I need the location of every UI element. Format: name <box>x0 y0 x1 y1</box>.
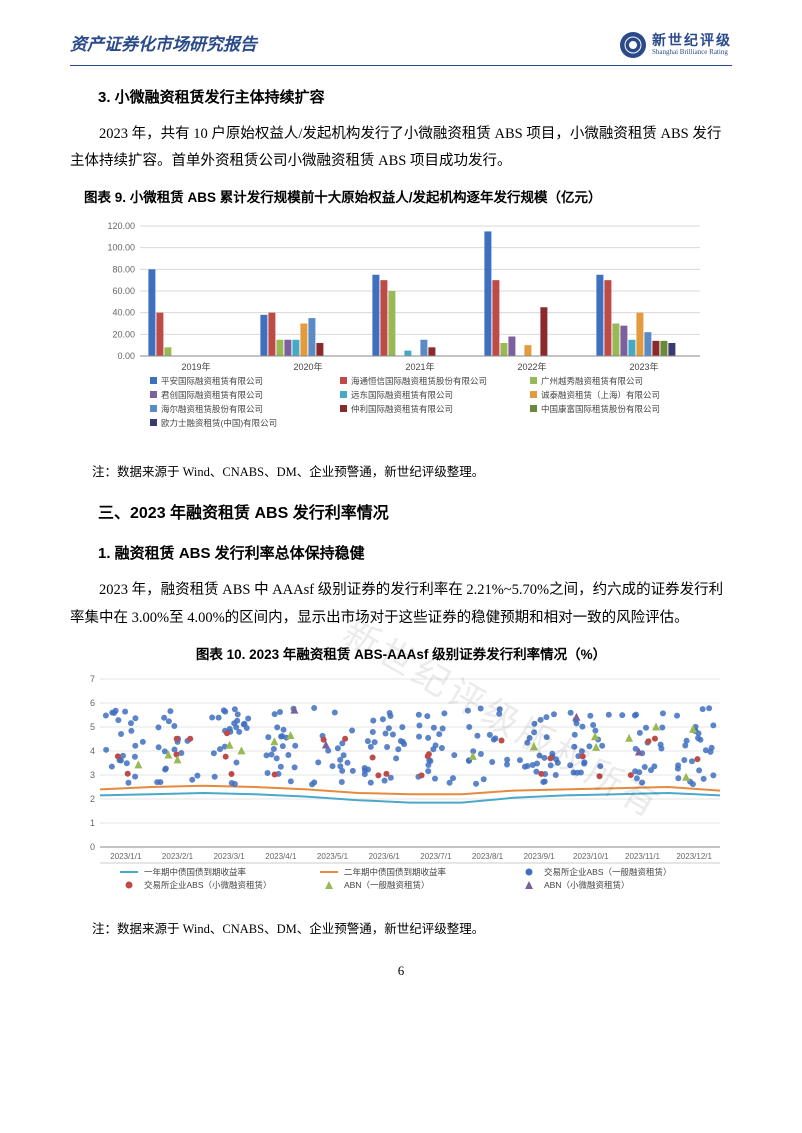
svg-text:广州越秀融资租赁有限公司: 广州越秀融资租赁有限公司 <box>541 376 643 386</box>
svg-text:5: 5 <box>90 722 95 732</box>
chart10-note: 注：数据来源于 Wind、CNABS、DM、企业预警通，新世纪评级整理。 <box>92 918 732 941</box>
svg-text:120.00: 120.00 <box>107 221 135 231</box>
svg-text:2023/2/1: 2023/2/1 <box>162 852 194 861</box>
svg-text:60.00: 60.00 <box>112 286 135 296</box>
svg-text:君创国际融资租赁有限公司: 君创国际融资租赁有限公司 <box>161 390 263 400</box>
header-title: 资产证券化市场研究报告 <box>70 30 257 61</box>
svg-text:2020年: 2020年 <box>293 361 322 372</box>
svg-text:2023/3/1: 2023/3/1 <box>214 852 246 861</box>
svg-text:2022年: 2022年 <box>517 361 546 372</box>
subsection-3-para: 2023 年，共有 10 户原始权益人/发起机构发行了小微融资租赁 ABS 项目… <box>70 121 732 176</box>
svg-text:中国康富国际租赁股份有限公司: 中国康富国际租赁股份有限公司 <box>541 404 660 414</box>
subsection-3-1-heading: 1. 融资租赁 ABS 发行利率总体保持稳健 <box>98 540 732 567</box>
svg-text:2023/1/1: 2023/1/1 <box>110 852 142 861</box>
svg-text:交易所企业ABS（小微融资租赁）: 交易所企业ABS（小微融资租赁） <box>144 880 272 890</box>
svg-text:2023/6/1: 2023/6/1 <box>369 852 401 861</box>
page-header: 资产证券化市场研究报告 新世纪评级 Shanghai Brilliance Ra… <box>70 30 732 66</box>
section-3-main-heading: 三、2023 年融资租赁 ABS 发行利率情况 <box>98 500 732 529</box>
svg-text:6: 6 <box>90 698 95 708</box>
svg-text:2023/8/1: 2023/8/1 <box>472 852 504 861</box>
svg-text:一年期中债国债到期收益率: 一年期中债国债到期收益率 <box>144 867 247 877</box>
svg-text:1: 1 <box>90 818 95 828</box>
svg-text:0.00: 0.00 <box>117 351 135 361</box>
svg-text:2023/12/1: 2023/12/1 <box>676 852 712 861</box>
svg-text:海通恒信国际融资租赁股份有限公司: 海通恒信国际融资租赁股份有限公司 <box>351 376 487 386</box>
svg-text:2023/4/1: 2023/4/1 <box>265 852 297 861</box>
svg-text:海尔融资租赁股份有限公司: 海尔融资租赁股份有限公司 <box>161 404 263 414</box>
chart9-container: 0.00 20.00 40.00 60.00 80.00 100.00 120.00 2019… <box>70 216 732 455</box>
svg-text:2021年: 2021年 <box>405 361 434 372</box>
subsection-3-heading: 3. 小微融资租赁发行主体持续扩容 <box>98 84 732 111</box>
svg-text:ABN（小微融资租赁）: ABN（小微融资租赁） <box>544 880 629 890</box>
chart10-svg: 0 1 2 3 4 5 6 7 2023/1/1 2023/2/1 2023/3/1 2023/4/1… <box>70 673 730 903</box>
svg-text:2023/7/1: 2023/7/1 <box>420 852 452 861</box>
brand-name-en: Shanghai Brilliance Rating <box>652 49 732 57</box>
svg-text:2019年: 2019年 <box>181 361 210 372</box>
svg-text:2023/9/1: 2023/9/1 <box>524 852 556 861</box>
svg-text:二年期中债国债到期收益率: 二年期中债国债到期收益率 <box>344 867 447 877</box>
svg-text:交易所企业ABS（一般融资租赁）: 交易所企业ABS（一般融资租赁） <box>544 867 672 877</box>
svg-text:20.00: 20.00 <box>112 329 135 339</box>
svg-text:2023/5/1: 2023/5/1 <box>317 852 349 861</box>
chart9-note: 注：数据来源于 Wind、CNABS、DM、企业预警通，新世纪评级整理。 <box>92 461 732 484</box>
svg-text:ABN（一般融资租赁）: ABN（一般融资租赁） <box>344 880 429 890</box>
svg-text:2023年: 2023年 <box>629 361 658 372</box>
subsection-3-1-para: 2023 年，融资租赁 ABS 中 AAAsf 级别证券的发行利率在 2.21%… <box>70 577 732 632</box>
svg-text:远东国际融资租赁有限公司: 远东国际融资租赁有限公司 <box>351 390 453 400</box>
brand-logo-icon <box>620 32 646 58</box>
svg-text:2023/11/1: 2023/11/1 <box>625 852 661 861</box>
svg-text:2023/10/1: 2023/10/1 <box>573 852 609 861</box>
svg-text:2: 2 <box>90 794 95 804</box>
chart10-container: 0 1 2 3 4 5 6 7 2023/1/1 2023/2/1 2023/3/1 2023/4/1… <box>70 673 732 912</box>
svg-text:40.00: 40.00 <box>112 308 135 318</box>
chart10-title: 图表 10. 2023 年融资租赁 ABS-AAAsf 级别证券发行利率情况（%… <box>70 643 732 667</box>
svg-text:平安国际融资租赁有限公司: 平安国际融资租赁有限公司 <box>161 376 263 386</box>
page-number: 6 <box>70 959 732 982</box>
svg-text:仲利国际融资租赁有限公司: 仲利国际融资租赁有限公司 <box>351 404 453 414</box>
brand-block: 新世纪评级 Shanghai Brilliance Rating <box>620 32 732 58</box>
brand-name-cn: 新世纪评级 <box>652 34 732 49</box>
svg-text:80.00: 80.00 <box>112 264 135 274</box>
svg-text:100.00: 100.00 <box>107 243 135 253</box>
chart9-title: 图表 9. 小微租赁 ABS 累计发行规模前十大原始权益人/发起机构逐年发行规模… <box>70 186 732 210</box>
svg-text:3: 3 <box>90 770 95 780</box>
svg-text:0: 0 <box>90 842 95 852</box>
svg-text:欧力士融资租赁(中国)有限公司: 欧力士融资租赁(中国)有限公司 <box>161 418 277 428</box>
svg-text:诚泰融资租赁（上海）有限公司: 诚泰融资租赁（上海）有限公司 <box>541 390 660 400</box>
svg-text:7: 7 <box>90 674 95 684</box>
svg-text:4: 4 <box>90 746 95 756</box>
chart9-svg: 0.00 20.00 40.00 60.00 80.00 100.00 120.00 2019… <box>90 216 710 446</box>
